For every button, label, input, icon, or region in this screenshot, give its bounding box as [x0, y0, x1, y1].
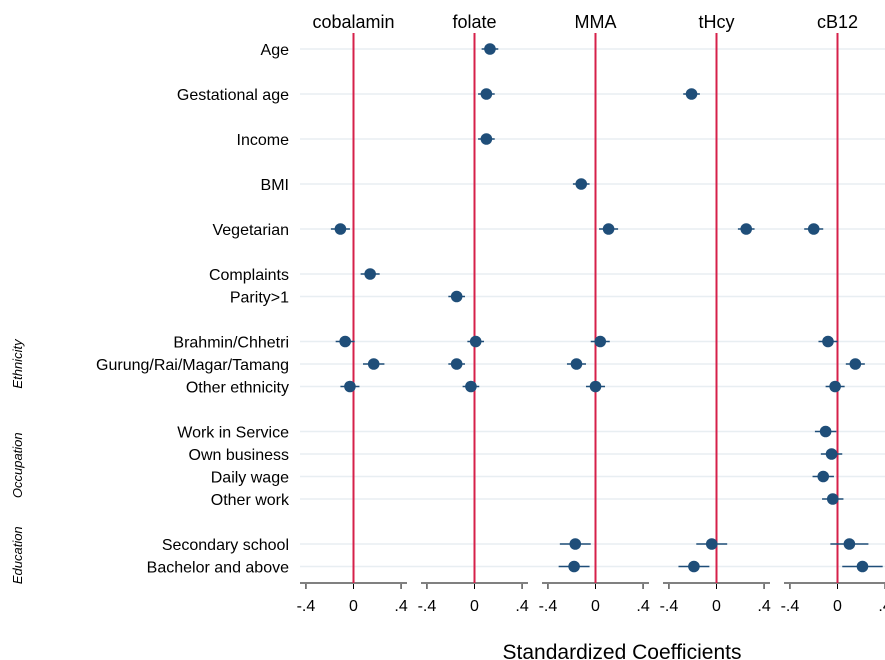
coefficient-point [740, 223, 753, 235]
x-tick-label: -.4 [660, 598, 679, 615]
coefficient-point [465, 380, 477, 393]
coefficient-point [339, 335, 351, 348]
x-tick-label: .4 [515, 598, 528, 615]
row-label: Other ethnicity [186, 380, 289, 397]
x-tick-label: .4 [394, 598, 407, 615]
group-label: Occupation [10, 432, 25, 498]
x-tick-label: 0 [349, 598, 358, 615]
coefficient-point [450, 290, 463, 303]
coefficient-point [344, 380, 356, 393]
coefficient-point [843, 538, 856, 550]
x-tick-label: 0 [591, 598, 600, 615]
panel: tHcy -.4 0 .4 [660, 12, 771, 615]
coefficient-point [685, 88, 698, 100]
coefficient-point [334, 223, 347, 235]
x-tick-label: 0 [712, 598, 721, 615]
panel: MMA -.4 0 .4 [539, 12, 650, 615]
x-tick-label: 0 [833, 598, 842, 615]
group-labels: Ethnicity Occupation Education [10, 338, 25, 584]
x-tick-label: -.4 [539, 598, 558, 615]
row-label: Income [237, 132, 290, 149]
row-label: Daily wage [211, 470, 289, 487]
coefficient-point [570, 358, 583, 370]
coefficient-point [469, 335, 482, 348]
coefficient-point [569, 538, 582, 550]
panel-title: tHcy [699, 12, 735, 32]
row-label: Work in Service [177, 425, 289, 442]
coefficient-point [825, 448, 838, 460]
x-tick-label: -.4 [297, 598, 316, 615]
coefficient-point [849, 358, 862, 370]
coefficient-point [484, 43, 496, 55]
panel: cB12 -.4 0 .4 [781, 12, 885, 615]
row-labels: Age Gestational age Income BMI Vegetarian Com… [96, 42, 290, 577]
x-tick-label: 0 [470, 598, 479, 615]
row-label: Vegetarian [212, 222, 289, 239]
row-label: Bachelor and above [147, 560, 289, 577]
coefficient-point [450, 358, 463, 370]
row-label: Age [261, 42, 290, 59]
panel-title: cobalamin [312, 12, 394, 32]
x-axis-title: Standardized Coefficients [503, 641, 742, 660]
coefficient-point [817, 470, 830, 483]
x-tick-label: .4 [636, 598, 649, 615]
panel: cobalamin -.4 0 .4 [297, 12, 408, 615]
x-tick-label: .4 [757, 598, 770, 615]
coefficient-point [829, 380, 841, 393]
coefficient-point [594, 335, 607, 348]
row-label: Other work [211, 492, 290, 509]
row-label: Complaints [209, 267, 289, 284]
coefficient-point [826, 493, 839, 505]
coefficient-point [688, 560, 700, 573]
coefficient-point [364, 268, 376, 280]
coefficient-point [807, 223, 820, 235]
coefficient-point [568, 560, 580, 573]
coefficient-point [367, 358, 380, 370]
row-label: Parity>1 [230, 290, 289, 307]
coefficient-point [589, 380, 602, 393]
panel-title: MMA [575, 12, 617, 32]
coefficient-point [705, 538, 718, 550]
row-label: Gestational age [177, 87, 289, 104]
row-label: Brahmin/Chhetri [173, 335, 289, 352]
panel: folate -.4 0 .4 [418, 12, 529, 615]
coefficient-point [602, 223, 615, 235]
coefficient-point [822, 335, 834, 348]
x-tick-label: -.4 [418, 598, 437, 615]
coefficient-point [819, 425, 832, 438]
panel-title: folate [452, 12, 496, 32]
x-tick-label: .4 [878, 598, 885, 615]
coefficient-point [575, 178, 588, 190]
group-label: Ethnicity [10, 338, 25, 389]
row-label: Secondary school [162, 537, 289, 554]
group-label: Education [10, 526, 25, 584]
row-label: Own business [189, 447, 290, 464]
gridlines [300, 48, 885, 568]
x-tick-label: -.4 [781, 598, 800, 615]
row-label: BMI [261, 177, 289, 194]
coefficient-point [480, 133, 493, 145]
row-label: Gurung/Rai/Magar/Tamang [96, 357, 289, 374]
panel-title: cB12 [817, 12, 858, 32]
coefficient-point [480, 88, 493, 100]
coefficient-point [856, 560, 869, 573]
